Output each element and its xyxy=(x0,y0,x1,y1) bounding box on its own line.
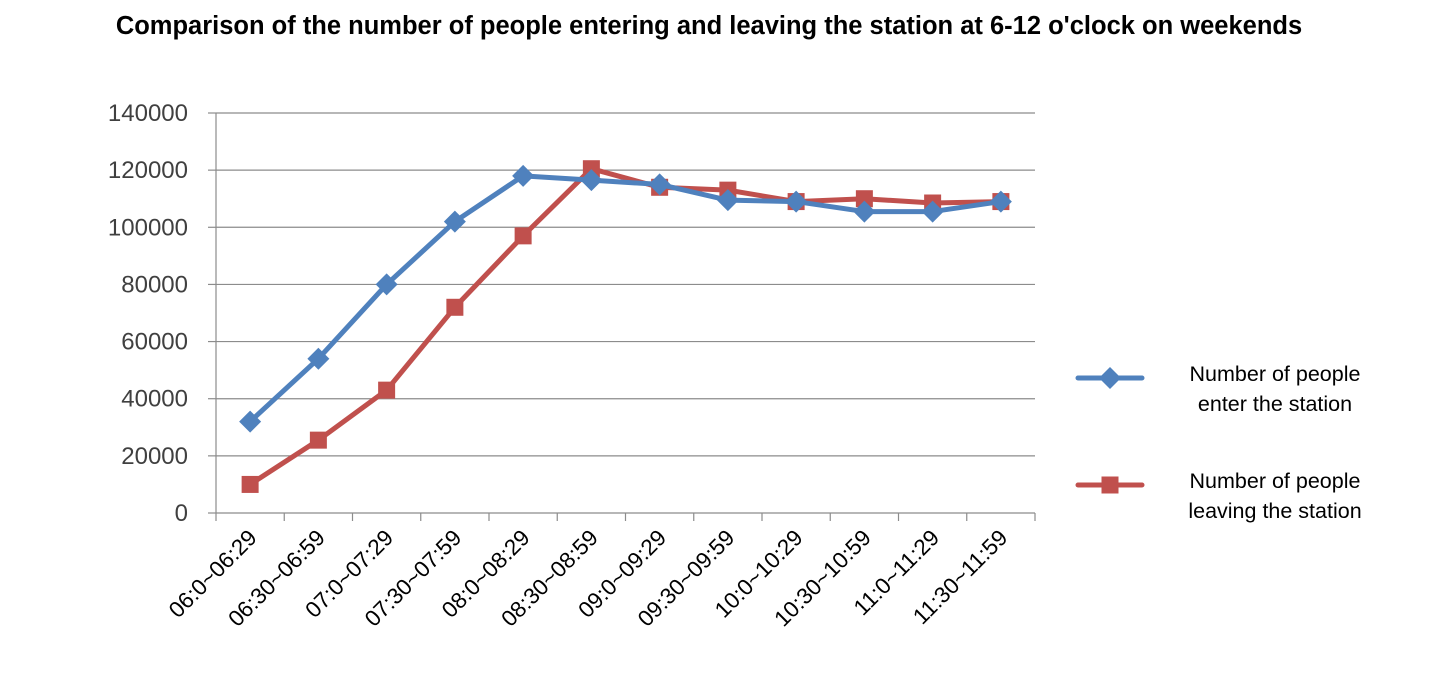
y-tick-label: 60000 xyxy=(121,329,188,356)
data-point xyxy=(582,160,600,178)
data-point xyxy=(239,410,262,433)
data-point xyxy=(446,298,464,316)
data-point xyxy=(309,431,327,449)
data-point xyxy=(514,227,532,245)
y-axis-tick-labels: 0 20000 40000 60000 80000 100000 120000 140000 xyxy=(108,100,188,527)
series xyxy=(239,160,1012,493)
data-point xyxy=(580,169,603,192)
data-point xyxy=(989,190,1012,213)
series-enter-station xyxy=(239,164,1012,433)
data-point xyxy=(512,164,535,187)
data-point xyxy=(648,173,671,196)
legend-label: Number of people xyxy=(1190,469,1361,493)
gridlines xyxy=(216,112,1035,457)
axes xyxy=(208,112,1036,521)
series-line xyxy=(247,166,1004,487)
data-point xyxy=(716,189,739,212)
legend-item-leaving-station: Number of people leaving the station xyxy=(1075,469,1362,523)
legend-square-marker xyxy=(1101,476,1119,494)
y-tick-label: 100000 xyxy=(108,214,188,241)
legend-label: leaving the station xyxy=(1188,499,1361,523)
series-line xyxy=(247,173,1004,425)
data-point xyxy=(307,347,330,370)
y-tick-label: 120000 xyxy=(108,157,188,184)
legend-label: Number of people xyxy=(1190,362,1361,386)
data-point xyxy=(785,190,808,213)
data-point xyxy=(375,273,398,296)
data-point xyxy=(241,475,259,493)
y-tick-label: 140000 xyxy=(108,100,188,127)
chart-title: Comparison of the number of people enter… xyxy=(115,12,1303,40)
data-point xyxy=(855,190,873,208)
data-point xyxy=(853,200,876,223)
y-tick-label: 80000 xyxy=(121,271,188,298)
x-axis-tick-labels: 06:0~06:2906:30~06:5907:0~07:2907:30~07:… xyxy=(164,525,1013,632)
legend-item-enter-station: Number of people enter the station xyxy=(1075,362,1361,416)
data-point xyxy=(378,381,396,399)
y-tick-label: 0 xyxy=(175,500,188,527)
y-tick-label: 40000 xyxy=(121,386,188,413)
y-tick-label: 20000 xyxy=(121,443,188,470)
legend-label: enter the station xyxy=(1198,392,1352,416)
legend-diamond-marker xyxy=(1099,367,1121,389)
data-point xyxy=(921,200,944,223)
data-point xyxy=(443,210,466,233)
